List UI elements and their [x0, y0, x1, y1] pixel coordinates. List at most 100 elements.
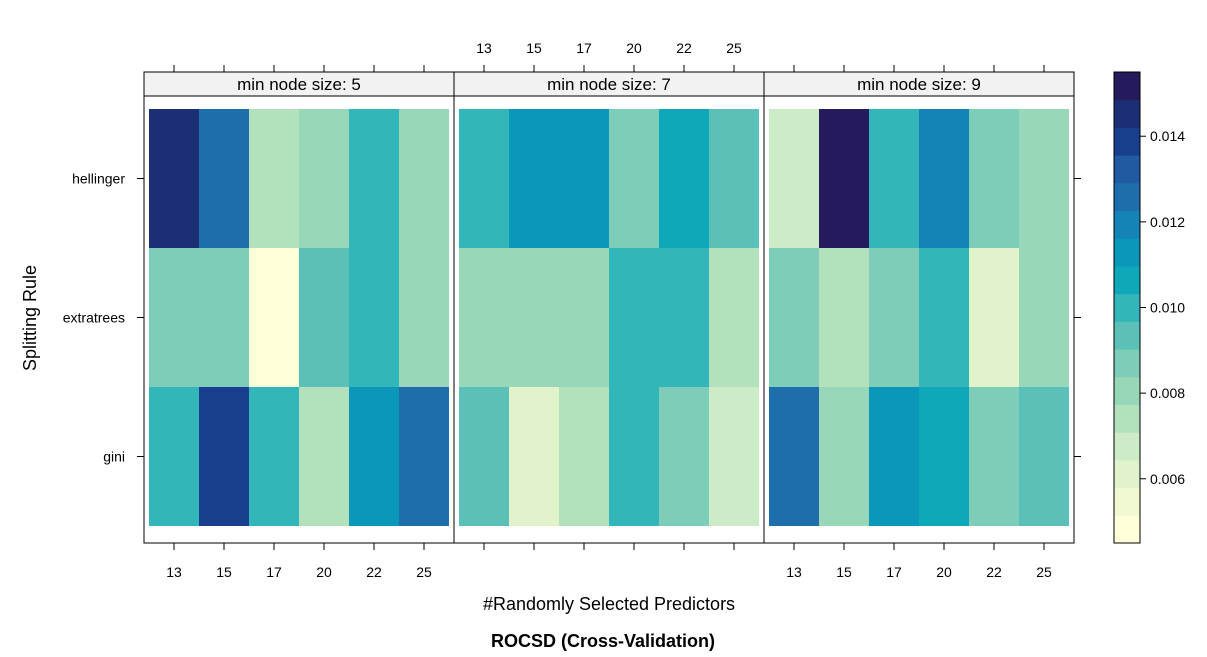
colorbar-segment	[1114, 459, 1140, 489]
x-tick-label: 22	[676, 40, 692, 56]
colorbar-tick-label: 0.010	[1150, 300, 1185, 316]
colorbar-segment	[1114, 99, 1140, 128]
heatmap-cell-gini-15	[509, 387, 559, 526]
heatmap-cell-gini-17	[869, 387, 919, 526]
heatmap-cell-hellinger-25	[709, 109, 759, 248]
panel-strip	[143, 71, 455, 97]
colorbar-tick-label: 0.008	[1150, 385, 1185, 401]
heatmap-cell-gini-17	[249, 387, 299, 526]
colorbar-segment	[1114, 155, 1140, 184]
heatmap-cell-hellinger-25	[1019, 109, 1069, 248]
heatmap-cell-extratrees-13	[459, 248, 509, 387]
x-tick-label: 13	[166, 564, 182, 580]
colorbar-segment	[1114, 72, 1140, 101]
heatmap-cell-extratrees-22	[969, 248, 1019, 387]
heatmap-cell-extratrees-13	[769, 248, 819, 387]
x-tick-label: 17	[266, 564, 282, 580]
x-tick-label: 25	[1036, 564, 1052, 580]
heatmap-cell-gini-22	[969, 387, 1019, 526]
heatmap-cell-gini-15	[199, 387, 249, 526]
colorbar-segment	[1114, 182, 1140, 212]
heatmap-cell-gini-25	[399, 387, 449, 526]
heatmap-cell-hellinger-20	[919, 109, 969, 248]
heatmap-cell-gini-20	[299, 387, 349, 526]
x-tick-label: 22	[986, 564, 1002, 580]
heatmap-cell-hellinger-17	[249, 109, 299, 248]
heatmap-cell-gini-13	[459, 387, 509, 526]
colorbar-segment	[1114, 376, 1140, 405]
heatmap-cell-gini-25	[709, 387, 759, 526]
heatmap-cell-gini-22	[659, 387, 709, 526]
heatmap-cell-hellinger-15	[509, 109, 559, 248]
colorbar-segment	[1114, 265, 1140, 295]
colorbar-segment	[1114, 432, 1140, 461]
x-axis-title: #Randomly Selected Predictors	[483, 594, 735, 614]
heatmap-cell-hellinger-22	[969, 109, 1019, 248]
heatmap-cell-extratrees-25	[709, 248, 759, 387]
x-tick-label: 15	[526, 40, 542, 56]
heatmap-cell-extratrees-25	[1019, 248, 1069, 387]
x-tick-label: 25	[416, 564, 432, 580]
colorbar: 0.006 0.008 0.010 0.012 0.014	[1113, 71, 1185, 544]
heatmap-cell-gini-22	[349, 387, 399, 526]
heatmap-cell-extratrees-13	[149, 248, 199, 387]
y-axis-title: Splitting Rule	[20, 265, 40, 371]
colorbar-segment	[1114, 515, 1140, 544]
heatmap-cell-extratrees-17	[869, 248, 919, 387]
x-tick-label: 20	[316, 564, 332, 580]
heatmap-cell-hellinger-15	[199, 109, 249, 248]
heatmap-cell-extratrees-25	[399, 248, 449, 387]
heatmap-cell-gini-20	[919, 387, 969, 526]
heatmap-cell-hellinger-13	[149, 109, 199, 248]
colorbar-segment	[1114, 293, 1140, 322]
x-tick-label: 22	[366, 564, 382, 580]
x-tick-label: 13	[476, 40, 492, 56]
colorbar-segment	[1114, 404, 1140, 433]
colorbar-tick-label: 0.014	[1150, 128, 1185, 144]
x-tick-label: 13	[786, 564, 802, 580]
colorbar-segment	[1114, 349, 1140, 378]
heatmap-cell-extratrees-22	[349, 248, 399, 387]
x-tick-label: 20	[626, 40, 642, 56]
panel-3: min node size: 9 13 15 17 20 22 25	[763, 65, 1075, 580]
heatmap-cell-hellinger-22	[659, 109, 709, 248]
panel-1: min node size: 5 13 15 17 20 22 25	[143, 65, 455, 580]
heatmap-cell-gini-25	[1019, 387, 1069, 526]
panel-strip	[763, 71, 1075, 97]
heatmap-cell-extratrees-22	[659, 248, 709, 387]
colorbar-segment	[1114, 487, 1140, 516]
heatmap-cell-hellinger-25	[399, 109, 449, 248]
heatmap-cell-hellinger-13	[769, 109, 819, 248]
y-tick-label: gini	[103, 449, 125, 465]
colorbar-tick-label: 0.006	[1150, 471, 1185, 487]
y-tick-label: hellinger	[72, 171, 125, 187]
heatmap-cell-extratrees-15	[819, 248, 869, 387]
colorbar-tick-label: 0.012	[1150, 214, 1185, 230]
colorbar-segment	[1114, 210, 1140, 239]
x-tick-label: 15	[216, 564, 232, 580]
heatmap-cell-extratrees-20	[299, 248, 349, 387]
heatmap-cell-gini-13	[769, 387, 819, 526]
y-tick-label: extratrees	[63, 310, 125, 326]
heatmap-cell-extratrees-15	[509, 248, 559, 387]
x-tick-label: 20	[936, 564, 952, 580]
heatmap-cell-gini-13	[149, 387, 199, 526]
heatmap-cell-extratrees-17	[559, 248, 609, 387]
panel-strip-label: min node size: 7	[547, 75, 671, 94]
colorbar-segment	[1114, 321, 1140, 350]
heatmap-cell-hellinger-22	[349, 109, 399, 248]
panel-strip-label: min node size: 9	[857, 75, 981, 94]
x-tick-label: 25	[726, 40, 742, 56]
heatmap-cell-extratrees-20	[609, 248, 659, 387]
x-tick-label: 17	[576, 40, 592, 56]
heatmap-cell-gini-20	[609, 387, 659, 526]
heatmap-cell-hellinger-20	[299, 109, 349, 248]
colorbar-segment	[1114, 238, 1140, 267]
x-tick-label: 17	[886, 564, 902, 580]
heatmap-cell-gini-17	[559, 387, 609, 526]
colorbar-segment	[1114, 127, 1140, 156]
x-tick-label: 15	[836, 564, 852, 580]
heatmap-cell-hellinger-20	[609, 109, 659, 248]
